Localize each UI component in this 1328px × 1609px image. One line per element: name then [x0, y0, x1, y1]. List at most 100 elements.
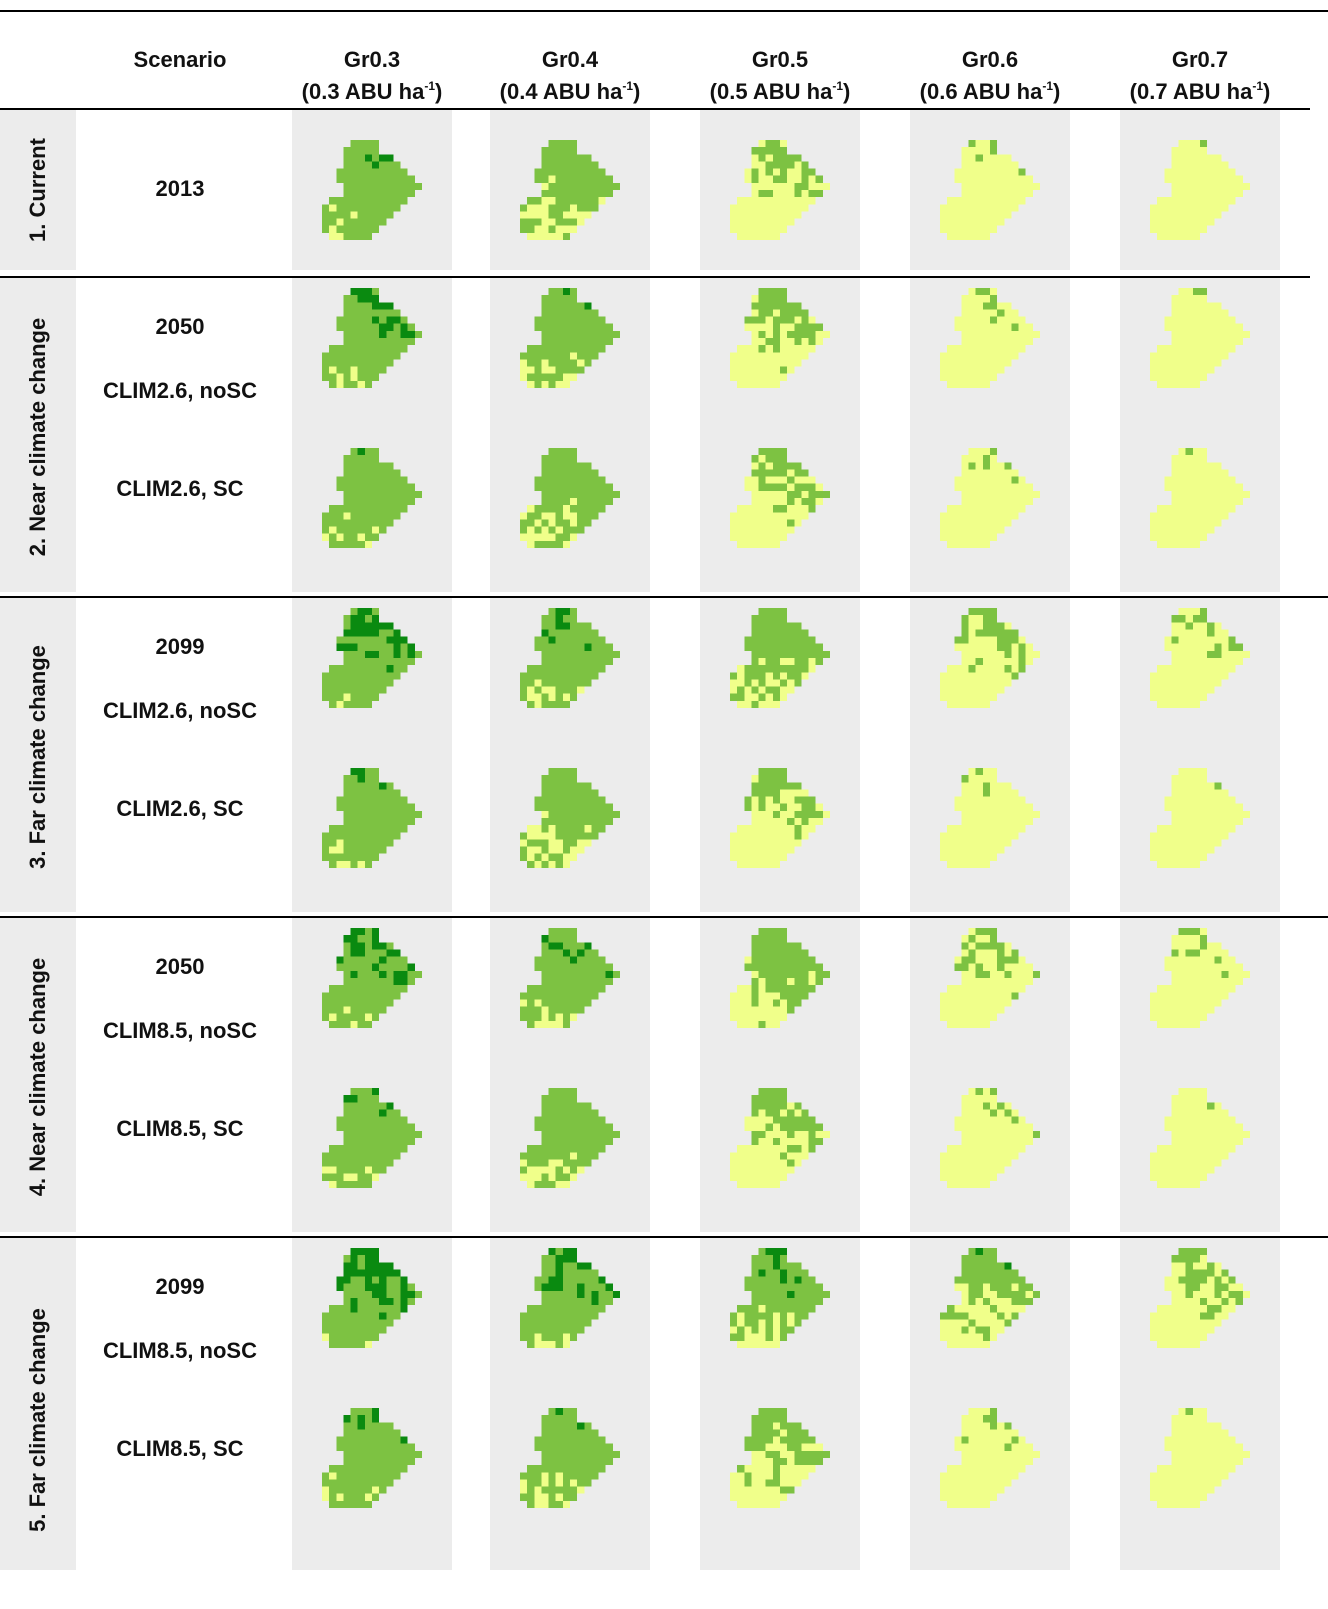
map-pixel-light	[1221, 1123, 1229, 1131]
map-pixel-light	[1178, 860, 1186, 868]
map-pixel-light	[527, 1166, 535, 1174]
map-pixel-light	[975, 197, 983, 205]
map-pixel-light	[751, 1340, 759, 1348]
map-pixel-light	[1185, 380, 1193, 388]
map-pixel-light	[1150, 225, 1158, 233]
map-pixel-medium	[562, 175, 570, 183]
map-pixel-medium	[591, 650, 599, 658]
map-pixel-light	[961, 211, 969, 219]
map-pixel-light	[1171, 643, 1179, 651]
map-pixel-medium	[520, 204, 528, 212]
map-pixel-medium	[577, 1116, 585, 1124]
map-pixel-light	[1200, 373, 1208, 381]
map-pixel-light	[1185, 455, 1193, 463]
map-pixel-light	[961, 526, 969, 534]
map-pixel-light	[1178, 1145, 1186, 1153]
map-pixel-medium	[787, 154, 795, 162]
map-pixel-medium	[968, 1290, 976, 1298]
map-pixel-light	[968, 1145, 976, 1153]
map-pixel-light	[372, 526, 380, 534]
map-pixel-light	[1207, 818, 1215, 826]
map-pixel-light	[765, 839, 773, 847]
map-pixel-light	[1214, 182, 1222, 190]
map-pixel-light	[801, 512, 809, 520]
map-pixel-light	[1228, 345, 1236, 353]
map-pixel-light	[1200, 825, 1208, 833]
map-pixel-light	[1192, 1312, 1200, 1320]
map-pixel-medium	[787, 992, 795, 1000]
map-pixel-light	[1192, 963, 1200, 971]
map-pixel-medium	[990, 140, 998, 148]
map-pixel-medium	[591, 949, 599, 957]
map-pixel-light	[1004, 505, 1012, 513]
map-pixel-light	[1178, 462, 1186, 470]
map-pixel-medium	[372, 519, 380, 527]
map-pixel-light	[990, 839, 998, 847]
map-pixel-medium	[541, 1276, 549, 1284]
map-pixel-light	[794, 359, 802, 367]
map-pixel-medium	[372, 1095, 380, 1103]
map-pixel-medium	[555, 1173, 563, 1181]
map-pixel-light	[1004, 992, 1012, 1000]
map-pixel-light	[1214, 999, 1222, 1007]
map-pixel-medium	[584, 490, 592, 498]
map-pixel-medium	[562, 832, 570, 840]
map-pixel-medium	[364, 147, 372, 155]
map-pixel-medium	[343, 782, 351, 790]
map-pixel-medium	[534, 853, 542, 861]
map-pixel-medium	[997, 629, 1005, 637]
map-pixel-light	[772, 476, 780, 484]
map-pixel-light	[1004, 796, 1012, 804]
map-pixel-medium	[577, 462, 585, 470]
map-pixel-medium	[577, 643, 585, 651]
map-pixel-light	[968, 161, 976, 169]
map-pixel-light	[1192, 1088, 1200, 1096]
map-pixel-dark	[584, 942, 592, 950]
map-pixel-light	[1214, 1109, 1222, 1117]
map-pixel-light	[1200, 345, 1208, 353]
map-pixel-light	[1178, 218, 1186, 226]
map-pixel-light	[765, 345, 773, 353]
map-pixel-light	[1221, 650, 1229, 658]
map-pixel-light	[787, 182, 795, 190]
map-pixel-light	[1157, 352, 1165, 360]
map-pixel-light	[1207, 211, 1215, 219]
map-pixel-medium	[357, 1173, 365, 1181]
map-pixel-medium	[751, 1109, 759, 1117]
map-pixel-light	[737, 672, 745, 680]
map-pixel-medium	[364, 448, 372, 456]
map-pixel-light	[1200, 985, 1208, 993]
map-pixel-medium	[1192, 1269, 1200, 1277]
map-pixel-light	[1192, 1173, 1200, 1181]
map-pixel-light	[1157, 672, 1165, 680]
map-pixel-light	[555, 380, 563, 388]
map-pixel-medium	[584, 832, 592, 840]
map-pixel-light	[940, 204, 948, 212]
map-pixel-light	[1185, 1095, 1193, 1103]
map-pixel-medium	[350, 448, 358, 456]
map-pixel-light	[548, 1173, 556, 1181]
map-pixel-light	[947, 519, 955, 527]
map-pixel-medium	[584, 204, 592, 212]
map-pixel-medium	[555, 650, 563, 658]
map-pixel-medium	[357, 462, 365, 470]
map-pixel-light	[350, 211, 358, 219]
map-pixel-medium	[758, 295, 766, 303]
map-pixel-medium	[1011, 992, 1019, 1000]
map-pixel-light	[534, 211, 542, 219]
map-pixel-medium	[577, 526, 585, 534]
map-pixel-medium	[372, 992, 380, 1000]
map-pixel-light	[1200, 665, 1208, 673]
map-pixel-medium	[343, 1102, 351, 1110]
map-pixel-light	[990, 963, 998, 971]
map-pixel-medium	[780, 295, 788, 303]
map-pixel-medium	[751, 1255, 759, 1263]
unit-text: (0.7 ABU ha	[1129, 79, 1253, 104]
map-pixel-light	[1221, 190, 1229, 198]
map-pixel-medium	[350, 985, 358, 993]
map-pixel-light	[990, 483, 998, 491]
map-pixel-medium	[562, 1173, 570, 1181]
map-pixel-light	[997, 1159, 1005, 1167]
map-pixel-medium	[548, 1305, 556, 1313]
map-pixel-light	[982, 693, 990, 701]
